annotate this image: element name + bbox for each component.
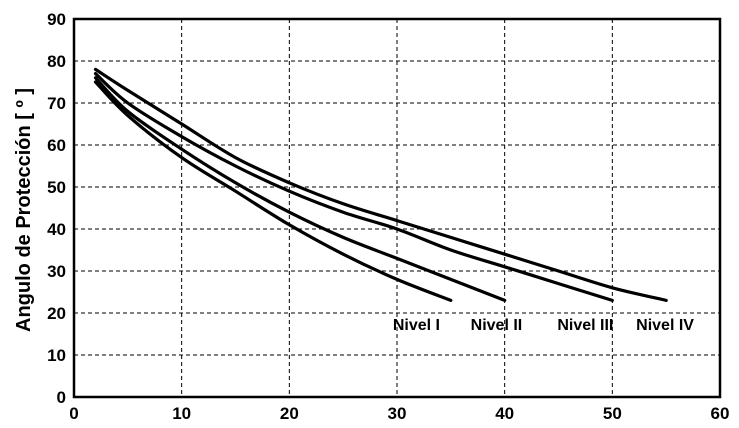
x-tick-labels: 0 10 20 30 40 50 60	[69, 404, 729, 423]
x-tick-label: 50	[603, 404, 622, 423]
y-tick-label: 20	[47, 304, 66, 323]
series-label-2: Nivel II	[471, 317, 523, 334]
x-tick-label: 10	[172, 404, 191, 423]
series-label-4: Nivel IV	[636, 317, 694, 334]
series-lines	[93, 67, 668, 302]
x-tick-label: 40	[495, 404, 514, 423]
y-tick-label: 10	[47, 346, 66, 365]
y-tick-label: 30	[47, 262, 66, 281]
series-labels: Nivel I Nivel II Nivel III Nivel IV	[393, 317, 694, 334]
series-label-3: Nivel III	[557, 317, 613, 334]
series-line-1	[93, 80, 453, 302]
y-axis-label: Angulo de Protección [ º ]	[13, 88, 35, 332]
y-tick-label: 50	[47, 178, 66, 197]
x-tick-label: 60	[711, 404, 730, 423]
series-line-4	[93, 67, 668, 302]
y-tick-label: 70	[47, 94, 66, 113]
plot-frame	[72, 17, 722, 399]
series-label-1: Nivel I	[393, 317, 440, 334]
y-tick-label: 90	[47, 10, 66, 29]
x-tick-label: 30	[388, 404, 407, 423]
y-tick-label: 80	[47, 52, 66, 71]
y-tick-labels: 0 10 20 30 40 50 60 70 80 90	[47, 10, 66, 407]
x-tick-label: 0	[69, 404, 78, 423]
x-tick-label: 20	[280, 404, 299, 423]
grid-lines	[74, 19, 720, 397]
y-tick-label: 0	[57, 388, 66, 407]
y-tick-label: 40	[47, 220, 66, 239]
y-tick-label: 60	[47, 136, 66, 155]
series-line-3	[93, 72, 614, 302]
series-line-2	[93, 76, 507, 302]
